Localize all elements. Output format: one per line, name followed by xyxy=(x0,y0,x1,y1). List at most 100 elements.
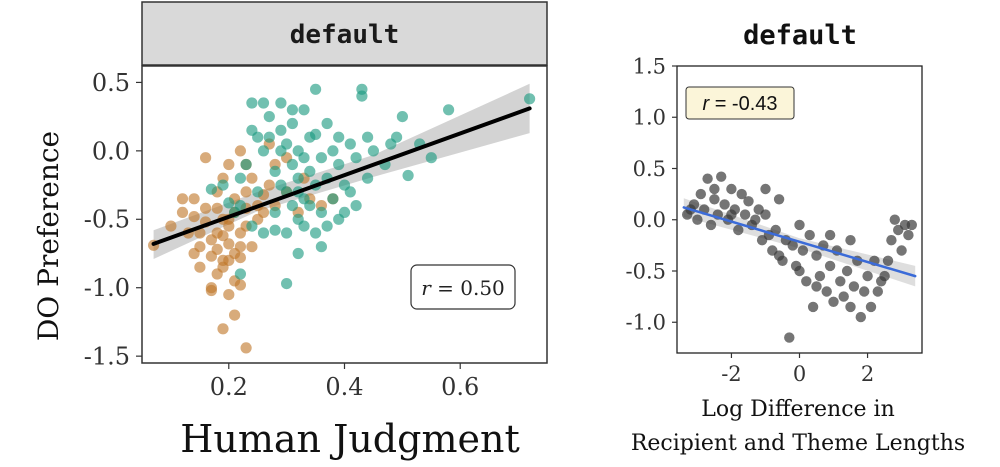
left-point-s1-17 xyxy=(269,206,281,218)
right-point-s0-33 xyxy=(797,245,809,256)
left-point-s0-30 xyxy=(223,289,235,301)
left-point-s0-19 xyxy=(211,243,223,255)
right-point-s0-53 xyxy=(865,301,877,313)
right-ytick-label-2: 0.5 xyxy=(633,157,666,181)
left-point-s0-5 xyxy=(188,193,200,205)
left-point-s1-76 xyxy=(286,104,298,116)
left-point-s0-26 xyxy=(223,158,235,171)
left-point-s1-26 xyxy=(286,158,298,171)
left-point-s0-38 xyxy=(234,252,246,264)
right-x-axis-label-line-2: Recipient and Theme Lengths xyxy=(631,431,965,456)
right-point-s0-29 xyxy=(784,332,795,343)
right-ytick-label-1: 1.0 xyxy=(633,106,666,130)
left-point-s0-28 xyxy=(223,238,235,250)
left-point-s1-16 xyxy=(269,165,281,177)
right-point-s0-69 xyxy=(845,301,856,313)
left-point-s1-62 xyxy=(362,172,374,184)
left-point-s0-24 xyxy=(217,323,229,335)
right-point-s0-58 xyxy=(886,235,897,246)
left-point-s1-32 xyxy=(298,104,310,116)
left-point-s1-58 xyxy=(350,200,362,212)
right-point-s0-61 xyxy=(896,245,907,256)
left-point-s1-27 xyxy=(286,200,298,212)
right-point-s0-50 xyxy=(855,311,866,323)
left-point-s0-3 xyxy=(176,206,189,218)
right-point-s0-46 xyxy=(841,265,853,277)
right-point-s0-71 xyxy=(824,229,836,241)
left-point-s0-45 xyxy=(246,172,258,184)
left-point-s1-6 xyxy=(234,200,246,212)
right-point-s0-51 xyxy=(859,286,870,297)
left-facet-strip xyxy=(141,1,548,66)
left-point-s0-46 xyxy=(246,241,258,253)
right-point-s0-37 xyxy=(811,250,822,261)
right-xtick-label-2: 2 xyxy=(861,362,874,386)
right-fit-line xyxy=(682,206,917,278)
right-point-s0-57 xyxy=(882,255,894,266)
left-xtick-label-0: 0.2 xyxy=(210,373,248,401)
right-panel: default 1.5 1.0 0.5 0.0 -0.5 -1.0 -2 0 2 r = -0.… xyxy=(626,20,966,456)
left-point-s1-48 xyxy=(327,145,339,157)
right-point-s0-74 xyxy=(794,265,805,277)
left-point-s1-37 xyxy=(304,165,316,177)
left-point-s0-14 xyxy=(205,284,217,297)
left-point-s1-2 xyxy=(223,197,235,209)
right-point-s0-45 xyxy=(838,291,849,302)
right-point-s0-34 xyxy=(801,276,812,287)
right-point-s0-44 xyxy=(835,276,846,287)
left-point-s0-1 xyxy=(165,220,177,232)
left-point-s1-74 xyxy=(275,97,287,109)
right-point-s0-15 xyxy=(736,188,747,200)
left-point-s1-7 xyxy=(240,158,252,171)
left-point-s1-5 xyxy=(234,268,246,280)
right-r-box xyxy=(685,86,795,120)
left-point-s0-2 xyxy=(176,193,189,205)
left-ytick-label-4: -1.5 xyxy=(84,343,130,371)
left-axis-layer: 0.5 0.0 -0.5 -1.0 -1.5 0.2 0.4 0.6 xyxy=(84,69,480,401)
left-point-s1-75 xyxy=(246,97,258,109)
right-point-s0-12 xyxy=(726,183,737,195)
left-point-s1-77 xyxy=(315,241,327,253)
left-point-s1-9 xyxy=(246,220,258,232)
right-r-symbol: r xyxy=(702,93,710,115)
left-point-s1-42 xyxy=(310,227,322,239)
left-confidence-band xyxy=(153,83,530,259)
left-ytick-label-0: 0.5 xyxy=(92,69,130,97)
left-point-s0-6 xyxy=(188,211,200,223)
left-point-s1-54 xyxy=(338,206,351,218)
left-point-s1-61 xyxy=(362,131,374,143)
left-point-s0-41 xyxy=(240,186,252,198)
left-point-s1-57 xyxy=(350,152,362,164)
left-point-s1-73 xyxy=(257,97,270,109)
right-point-s0-67 xyxy=(773,250,785,261)
right-point-s0-17 xyxy=(743,196,754,207)
left-point-s1-24 xyxy=(281,278,293,290)
right-point-s0-3 xyxy=(695,188,706,200)
right-point-s0-42 xyxy=(828,296,839,307)
right-point-s0-30 xyxy=(787,240,798,251)
left-point-s1-63 xyxy=(367,145,379,157)
right-plot-area: 1.5 1.0 0.5 0.0 -0.5 -1.0 -2 0 2 xyxy=(626,54,923,386)
left-point-s1-71 xyxy=(443,104,455,116)
right-ytick-label-3: 0.0 xyxy=(633,208,666,232)
left-point-s1-23 xyxy=(281,227,293,239)
left-fit-layer xyxy=(151,106,532,246)
left-ytick-label-3: -1.0 xyxy=(84,274,130,302)
right-point-s0-41 xyxy=(824,260,836,272)
left-point-s1-47 xyxy=(321,220,333,232)
left-point-s1-51 xyxy=(333,158,345,171)
right-point-s0-66 xyxy=(726,209,737,220)
right-point-s0-40 xyxy=(821,286,832,297)
left-ytick-label-1: 0.0 xyxy=(92,137,130,165)
left-point-s1-56 xyxy=(344,186,356,198)
left-point-s1-11 xyxy=(252,186,264,198)
right-r-value: = -0.43 xyxy=(709,93,777,115)
right-point-s0-25 xyxy=(770,224,781,236)
right-point-s0-35 xyxy=(804,229,815,241)
right-point-s0-59 xyxy=(889,214,900,225)
left-point-s1-21 xyxy=(281,138,293,150)
right-point-s0-9 xyxy=(716,171,727,182)
left-point-s1-4 xyxy=(234,172,246,184)
